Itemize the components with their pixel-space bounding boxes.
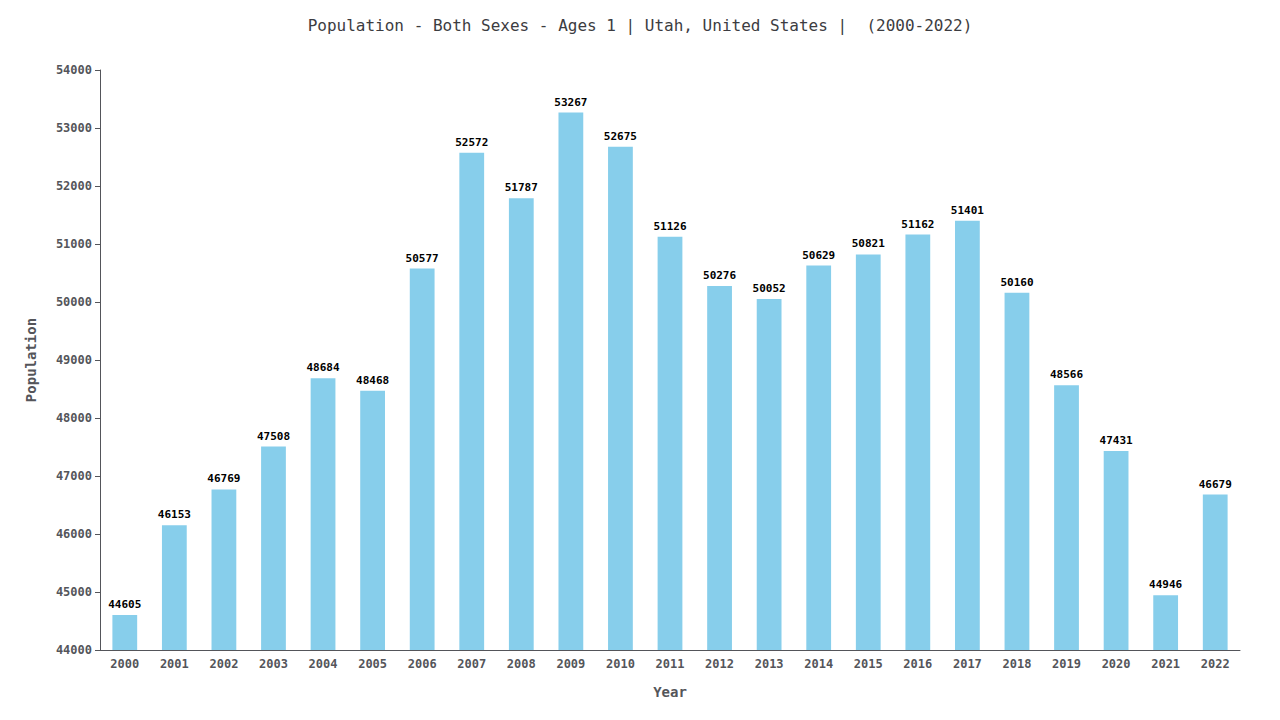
svg-text:44946: 44946 (1149, 578, 1182, 591)
svg-text:51401: 51401 (951, 204, 984, 217)
svg-text:50629: 50629 (802, 249, 835, 262)
svg-text:48684: 48684 (306, 361, 339, 374)
svg-text:49000: 49000 (56, 353, 92, 367)
svg-text:2000: 2000 (110, 657, 139, 671)
svg-text:Population: Population (23, 318, 39, 402)
svg-text:51126: 51126 (653, 220, 686, 233)
svg-text:2018: 2018 (1003, 657, 1032, 671)
svg-text:2006: 2006 (408, 657, 437, 671)
svg-text:2001: 2001 (160, 657, 189, 671)
svg-text:45000: 45000 (56, 585, 92, 599)
svg-text:51000: 51000 (56, 237, 92, 251)
svg-text:47431: 47431 (1100, 434, 1133, 447)
svg-text:2010: 2010 (606, 657, 635, 671)
svg-text:2019: 2019 (1052, 657, 1081, 671)
svg-text:44000: 44000 (56, 643, 92, 657)
svg-text:48000: 48000 (56, 411, 92, 425)
svg-text:2003: 2003 (259, 657, 288, 671)
svg-text:2017: 2017 (953, 657, 982, 671)
svg-text:Population - Both Sexes - Ages: Population - Both Sexes - Ages 1 | Utah,… (308, 16, 973, 35)
svg-text:50052: 50052 (753, 282, 786, 295)
svg-text:50160: 50160 (1000, 276, 1033, 289)
svg-text:Year: Year (653, 684, 687, 700)
svg-text:2005: 2005 (358, 657, 387, 671)
svg-text:46769: 46769 (207, 472, 240, 485)
svg-text:2016: 2016 (903, 657, 932, 671)
svg-text:2002: 2002 (209, 657, 238, 671)
svg-text:54000: 54000 (56, 63, 92, 77)
svg-text:52000: 52000 (56, 179, 92, 193)
svg-text:50000: 50000 (56, 295, 92, 309)
svg-text:2004: 2004 (309, 657, 338, 671)
svg-text:52675: 52675 (604, 130, 637, 143)
svg-text:46153: 46153 (158, 508, 191, 521)
svg-text:2014: 2014 (804, 657, 833, 671)
svg-text:44605: 44605 (108, 598, 141, 611)
svg-text:51787: 51787 (505, 181, 538, 194)
svg-text:2020: 2020 (1102, 657, 1131, 671)
svg-text:2011: 2011 (656, 657, 685, 671)
svg-text:47508: 47508 (257, 430, 290, 443)
svg-text:53267: 53267 (554, 96, 587, 109)
svg-text:2007: 2007 (457, 657, 486, 671)
svg-text:47000: 47000 (56, 469, 92, 483)
svg-text:2013: 2013 (755, 657, 784, 671)
svg-text:2009: 2009 (556, 657, 585, 671)
svg-text:2022: 2022 (1201, 657, 1230, 671)
svg-text:50821: 50821 (852, 237, 885, 250)
svg-text:48468: 48468 (356, 374, 389, 387)
svg-text:2008: 2008 (507, 657, 536, 671)
svg-text:2012: 2012 (705, 657, 734, 671)
svg-text:46679: 46679 (1199, 478, 1232, 491)
svg-text:48566: 48566 (1050, 368, 1083, 381)
svg-text:50577: 50577 (406, 252, 439, 265)
svg-text:52572: 52572 (455, 136, 488, 149)
svg-text:51162: 51162 (901, 218, 934, 231)
svg-text:2015: 2015 (854, 657, 883, 671)
svg-text:2021: 2021 (1151, 657, 1180, 671)
svg-text:53000: 53000 (56, 121, 92, 135)
svg-text:50276: 50276 (703, 269, 736, 282)
svg-text:46000: 46000 (56, 527, 92, 541)
